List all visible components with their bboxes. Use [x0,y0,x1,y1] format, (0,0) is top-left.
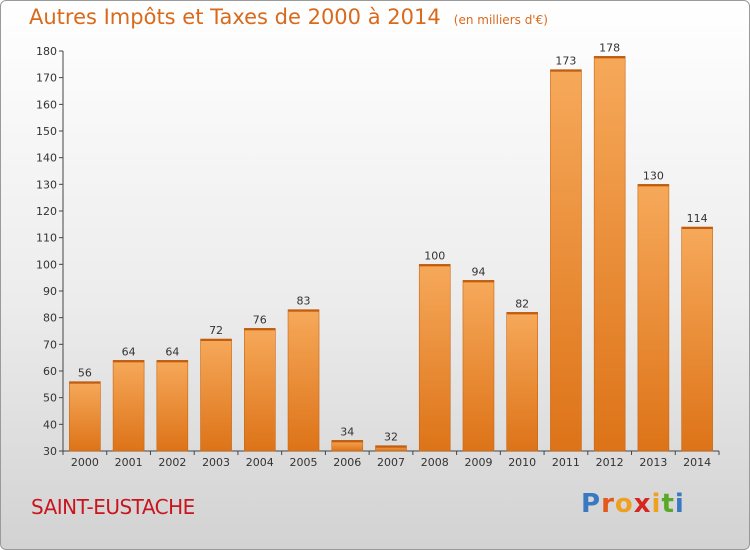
x-tick-label: 2006 [333,456,361,469]
y-tick-label: 150 [36,125,57,138]
chart-title: Autres Impôts et Taxes de 2000 à 2014 [29,5,441,29]
data-label: 76 [253,313,267,326]
data-label: 130 [643,169,664,182]
data-label: 83 [297,295,311,308]
y-tick-label: 160 [36,98,57,111]
bar [287,309,320,452]
x-tick-label: 2007 [377,456,405,469]
y-tick-label: 110 [36,232,57,245]
x-tick-label: 2003 [202,456,230,469]
bar-cap [594,56,626,59]
bar-cap [637,184,669,187]
y-tick-label: 80 [43,312,57,325]
bar [244,328,276,452]
y-tick-label: 140 [36,152,57,165]
bar-cap [156,360,188,363]
x-tick-label: 2002 [158,456,186,469]
x-axis: 2000 2001 2002 2003 2004 2005 2006 2007 2008 2009… [62,450,720,469]
data-label: 114 [687,212,708,225]
data-label: 100 [424,249,445,262]
bars [69,56,713,452]
y-tick-label: 120 [36,205,57,218]
y-axis: 30 40 50 60 70 80 90 100 110 120 130 140 150 160 170 18… [36,45,64,458]
x-tick-label: 2005 [290,456,318,469]
y-tick-label: 70 [43,338,57,351]
data-label: 173 [555,55,576,68]
brand-letter: i [674,489,685,519]
bar-cap [200,339,232,341]
brand-letter: i [651,489,662,519]
bar-cap [506,312,538,315]
bar-cap [113,360,145,363]
bar [418,264,451,452]
x-tick-label: 2014 [683,456,711,469]
data-label: 94 [471,265,485,278]
bar [637,184,670,452]
data-label: 64 [165,345,179,358]
y-tick-label: 60 [43,365,57,378]
x-tick-label: 2001 [115,456,143,469]
brand-letter: o [614,489,634,519]
bar [112,360,145,452]
bar [156,360,189,452]
bar-cap [244,328,276,331]
data-label: 32 [384,431,398,444]
brand-letter: x [633,489,652,519]
bar [69,381,101,452]
bar-cap [375,445,407,448]
x-tick-label: 2010 [508,456,536,469]
brand-letter: t [661,489,675,519]
bar-cap [331,440,363,443]
bar-cap [462,280,494,283]
bar-cap [550,69,582,72]
data-label: 178 [599,41,620,54]
brand-letter: r [601,489,615,519]
x-tick-label: 2011 [552,456,580,469]
y-tick-label: 40 [43,418,57,431]
bar [506,312,539,452]
y-tick-label: 100 [36,258,57,271]
bar-cap [681,227,713,229]
bar [593,56,626,452]
y-tick-label: 180 [36,45,57,58]
x-tick-label: 2013 [639,456,667,469]
data-label: 72 [209,324,223,337]
bar [462,280,495,452]
commune-name: SAINT-EUSTACHE [31,495,195,519]
bar-cap [288,309,320,312]
bar [681,226,713,452]
bar [200,338,232,452]
data-label: 64 [122,345,136,358]
chart-unit: (en milliers d'€) [453,13,548,27]
x-tick-label: 2000 [71,456,99,469]
x-tick-label: 2008 [421,456,449,469]
data-label: 56 [78,367,92,380]
x-tick-label: 2009 [464,456,492,469]
x-tick-label: 2004 [246,456,274,469]
y-tick-label: 50 [43,392,57,405]
data-label: 34 [340,425,354,438]
bar-cap [69,381,101,384]
data-label: 82 [515,297,529,310]
y-tick-label: 130 [36,178,57,191]
x-tick-label: 2012 [596,456,624,469]
brand-logo: Proxiti [581,489,685,519]
y-tick-label: 30 [43,445,57,458]
bar-cap [419,264,451,267]
bar [550,69,582,452]
chart-title-block: Autres Impôts et Taxes de 2000 à 2014 (e… [29,5,548,29]
brand-letter: P [581,489,602,519]
data-labels: 56 64 64 72 76 83 34 32 100 94 82 173 178 130 114 [78,41,708,443]
y-tick-label: 170 [36,72,57,85]
y-tick-label: 90 [43,285,57,298]
